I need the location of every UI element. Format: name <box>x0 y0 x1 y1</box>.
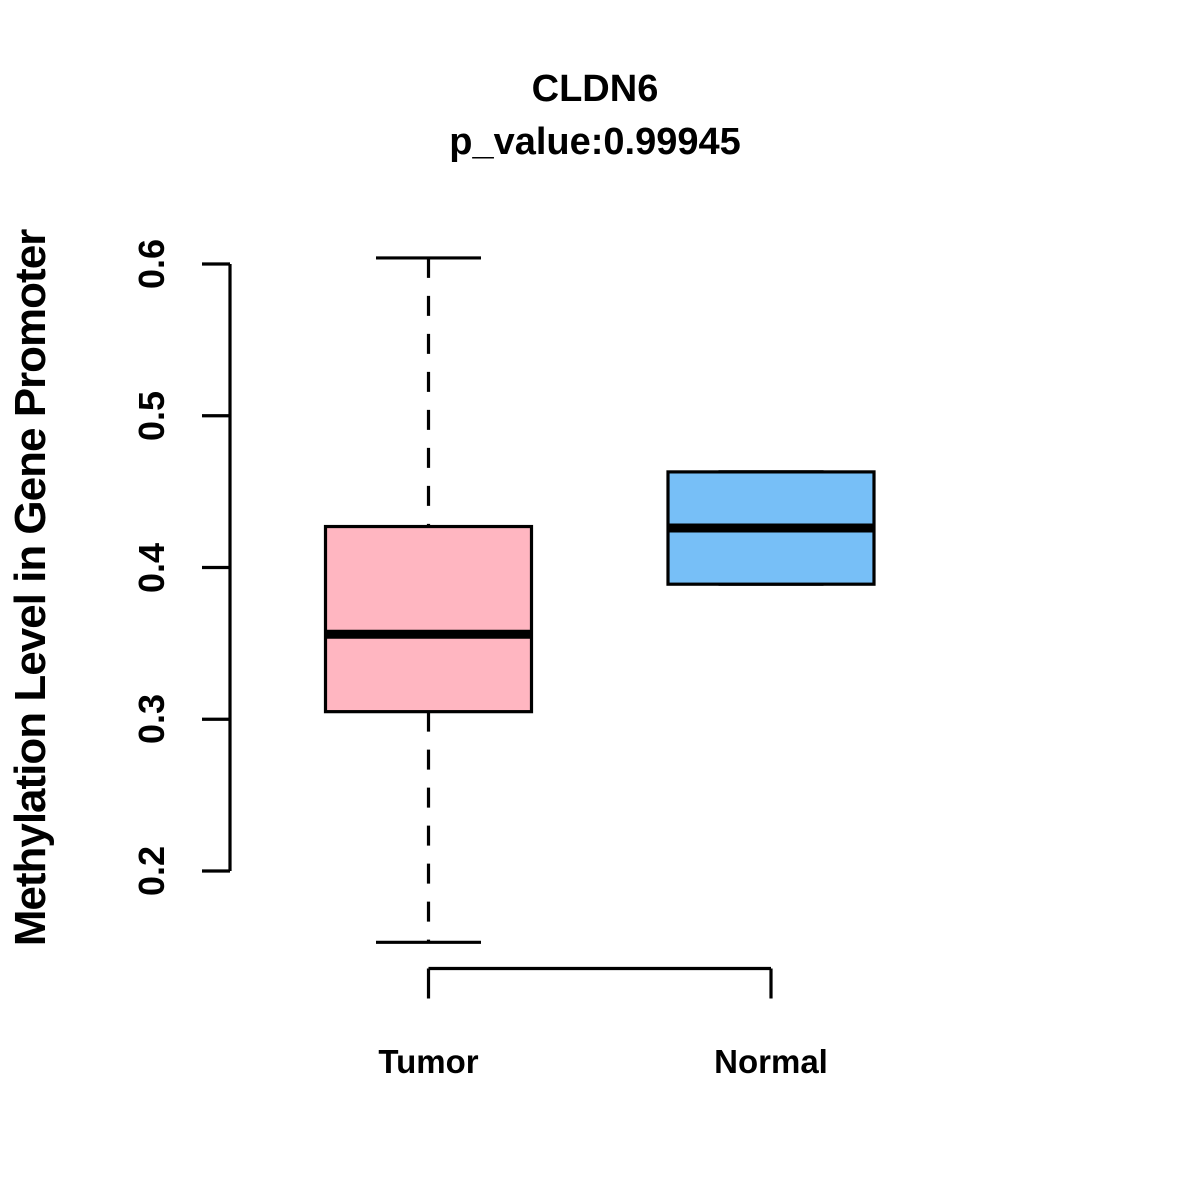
y-tick-label: 0.3 <box>131 694 172 745</box>
chart-title: CLDN6 <box>531 68 659 110</box>
x-category-label-tumor: Tumor <box>378 1043 479 1080</box>
y-tick-label: 0.4 <box>131 542 172 593</box>
y-tick-label: 0.2 <box>131 845 172 897</box>
x-category-label-normal: Normal <box>714 1043 828 1080</box>
chart-subtitle: p_value:0.99945 <box>449 121 741 163</box>
x-axis <box>426 966 773 999</box>
y-tick-label: 0.6 <box>131 238 172 290</box>
boxplot-tumor <box>323 256 534 944</box>
y-axis-label: Methylation Level in Gene Promoter <box>6 229 55 947</box>
box-rect <box>323 524 534 714</box>
y-tick-label: 0.5 <box>131 390 172 441</box>
boxplot-normal <box>666 470 876 586</box>
y-axis <box>202 262 232 873</box>
